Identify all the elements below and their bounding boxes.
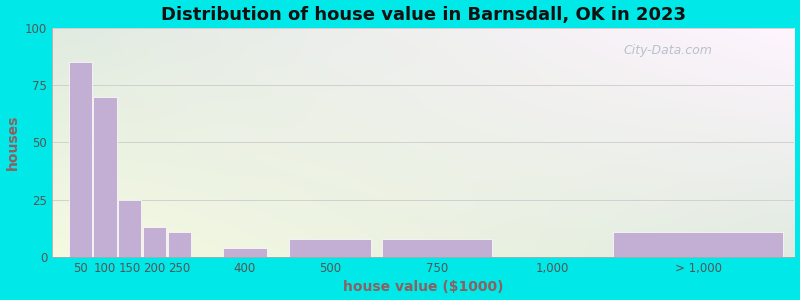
Bar [289, 239, 371, 257]
Title: Distribution of house value in Barnsdall, OK in 2023: Distribution of house value in Barnsdall… [161, 6, 686, 24]
Bar [69, 62, 92, 257]
Bar [118, 200, 142, 257]
Bar [94, 97, 117, 257]
Bar [143, 227, 166, 257]
Bar [382, 239, 492, 257]
X-axis label: house value ($1000): house value ($1000) [343, 280, 503, 294]
Bar [168, 232, 190, 257]
Y-axis label: houses: houses [6, 115, 19, 170]
Bar [613, 232, 783, 257]
Bar [222, 248, 266, 257]
Text: City-Data.com: City-Data.com [624, 44, 713, 57]
